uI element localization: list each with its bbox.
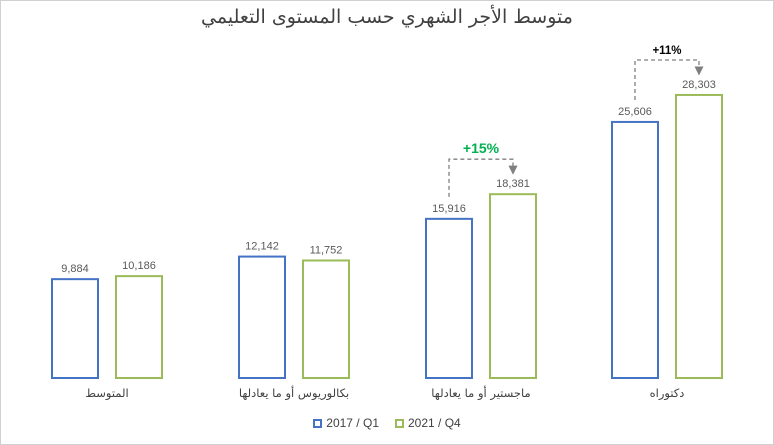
chart-title: متوسط الأجر الشهري حسب المستوى التعليمي [201, 6, 573, 28]
bar-1-1 [51, 278, 99, 379]
bar-2-4 [675, 93, 723, 379]
value-label-1-3: 15,916 [432, 203, 466, 215]
growth-label-2: +11% [652, 45, 681, 57]
bar-1-3 [425, 217, 473, 379]
value-label-2-2: 11,752 [310, 244, 343, 256]
bar-1-2 [238, 255, 286, 379]
category-label-4: دكتوراه [650, 386, 685, 401]
bar-1-4 [611, 120, 659, 379]
category-label-1: المتوسط [85, 386, 128, 401]
category-label-3: ماجستير أو ما يعادلها [431, 385, 530, 401]
legend-label-series-1: 2017 / Q1 [326, 416, 379, 430]
growth-arrow-1 [448, 158, 518, 197]
value-label-1-1: 9,884 [61, 263, 89, 275]
growth-arrow-2 [634, 59, 704, 100]
bar-2-3 [489, 193, 537, 379]
bar-2-1 [115, 275, 163, 380]
legend-label-series-2: 2021 / Q4 [408, 416, 461, 430]
bar-2-2 [302, 259, 350, 380]
legend-item-series-1: 2017 / Q1 [313, 416, 379, 430]
value-label-1-4: 25,606 [618, 106, 652, 118]
legend-swatch-series-1 [313, 418, 323, 428]
value-label-2-3: 18,381 [496, 178, 530, 190]
growth-label-1: +15% [463, 140, 500, 156]
value-label-2-1: 10,186 [122, 260, 156, 272]
value-label-1-2: 12,142 [245, 241, 279, 253]
chart-legend: 2017 / Q1 2021 / Q4 [0, 416, 774, 430]
bar-chart: 9,884 10,186 المتوسط 12,142 11,752 بكالوريوس … [51, 45, 723, 401]
category-label-2: بكالوريوس أو ما يعادلها [239, 385, 349, 401]
legend-swatch-series-2 [395, 418, 404, 428]
legend-item-series-2: 2021 / Q4 [395, 416, 461, 430]
value-label-2-4: 28,303 [682, 79, 716, 91]
